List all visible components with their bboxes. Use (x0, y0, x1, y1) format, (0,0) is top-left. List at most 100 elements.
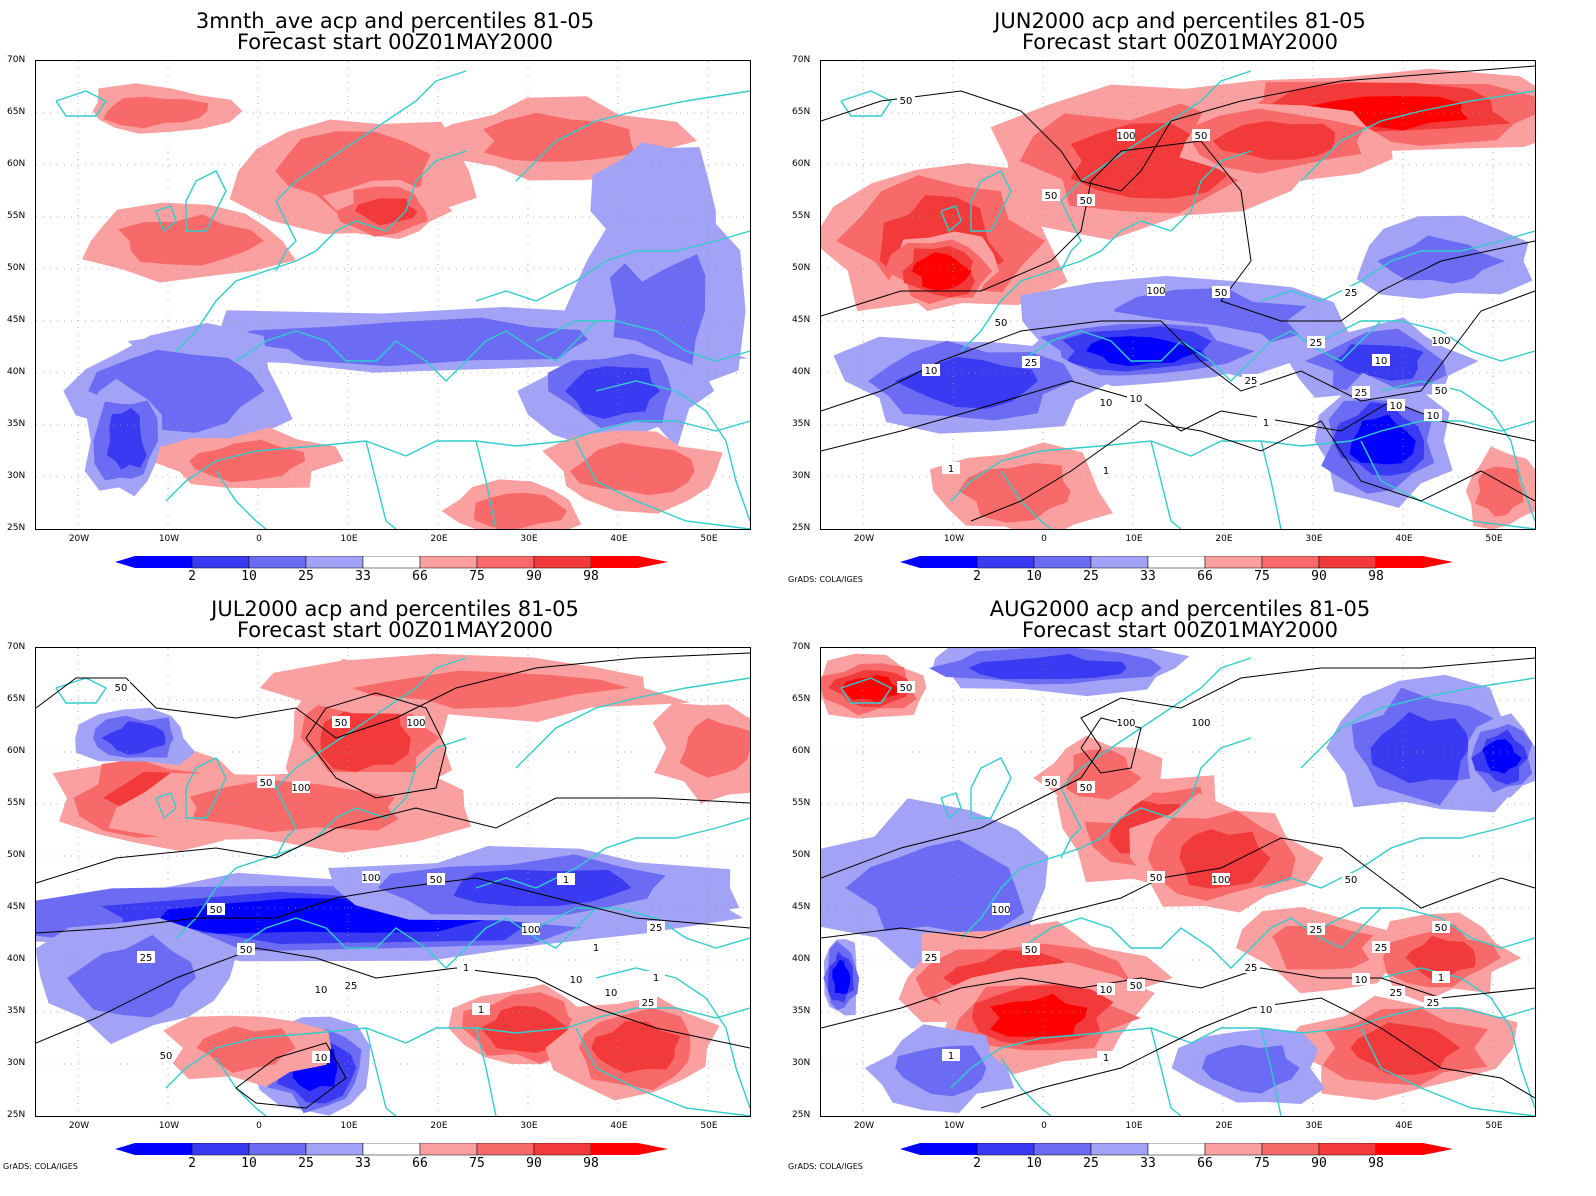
lon-label: 0 (1041, 534, 1047, 544)
lat-label: 40N (7, 367, 26, 377)
panel-title-line1: 3mnth_ave acp and percentiles 81-05 (195, 9, 595, 33)
colorbar-label: 90 (1311, 569, 1327, 584)
lat-label: 30N (792, 471, 811, 481)
lat-label: 45N (792, 902, 811, 912)
lon-label: 40E (610, 534, 628, 544)
coastline (535, 320, 750, 362)
lat-label: 50N (7, 263, 26, 273)
colorbar-label: 10 (1026, 1156, 1042, 1171)
contour-label: 25 (1355, 388, 1368, 399)
contour-label: 25 (140, 953, 153, 964)
colorbar-label: 10 (1026, 569, 1042, 584)
contour-line (1080, 717, 1142, 774)
colorbar-segment (533, 1143, 592, 1156)
grads-credit: GrADS: COLA/IGES (788, 575, 863, 584)
lat-label: 60N (7, 746, 26, 756)
contour-label-bg (942, 462, 960, 474)
lat-label: 55N (792, 798, 811, 808)
contour-label-bg (1242, 961, 1260, 973)
contour-label-bg (992, 903, 1010, 915)
coastline (235, 907, 597, 969)
coastline (515, 90, 750, 182)
contour-label: 50 (1150, 873, 1163, 884)
map-canvas: 50 50 100 50 100 100 50 50 50 25 100 25 10 1 10 1 10 50 25… (36, 648, 750, 1116)
percentile-shading (227, 317, 604, 367)
lat-label: 40N (7, 954, 26, 964)
coastline (1360, 1027, 1535, 1116)
lon-label: 20W (853, 534, 875, 544)
panel-title-line2: Forecast start 00Z01MAY2000 (236, 618, 554, 642)
coastline (165, 420, 750, 502)
lat-label: 65N (792, 107, 811, 117)
contour-label: 10 (315, 1053, 328, 1064)
contour-label: 25 (925, 953, 938, 964)
panel-title-line2: Forecast start 00Z01MAY2000 (1021, 30, 1339, 54)
colorbar-segment (591, 1143, 668, 1155)
coastline (970, 757, 1012, 819)
lon-label: 50E (700, 534, 718, 544)
colorbar (115, 556, 668, 569)
contour-label: 50 (900, 96, 913, 107)
map-frame: 50 50 100 50 100 100 50 50 50 25 100 25 10 1 10 1 10 50 25… (35, 647, 751, 1117)
panel-title-line1: AUG2000 acp and percentiles 81-05 (989, 597, 1371, 621)
contour-label: 50 (1195, 131, 1208, 142)
contour-label-bg (207, 903, 225, 915)
panel-jul: JUL2000 acp and percentiles 81-05 Foreca… (0, 588, 790, 1178)
coastline (365, 1027, 397, 1116)
colorbar-label: 2 (188, 569, 196, 584)
colorbar-label: 66 (412, 569, 428, 584)
colorbar-segment (591, 556, 668, 568)
colorbar-label: 25 (1083, 569, 1099, 584)
coastline (535, 907, 750, 949)
colorbar-segment (1090, 556, 1149, 569)
percentile-shading (895, 1045, 987, 1097)
panel-3mnth: 3mnth_ave acp and percentiles 81-05 Fore… (0, 0, 790, 590)
coastline (475, 817, 750, 889)
lat-label: 60N (792, 746, 811, 756)
colorbar-label: 90 (1311, 1156, 1327, 1171)
colorbar-label: 98 (583, 569, 599, 584)
colorbar-segment (476, 1143, 535, 1156)
colorbar-label: 90 (526, 569, 542, 584)
contour-label-bg (1387, 399, 1405, 411)
grads-credit: GrADS: COLA/IGES (3, 1162, 78, 1171)
coastline (1260, 817, 1535, 889)
contour-label: 50 (1345, 875, 1358, 886)
contour-label: 100 (1116, 131, 1135, 142)
percentile-shading (590, 142, 717, 282)
contour-label: 50 (335, 718, 348, 729)
contour-label: 50 (1435, 923, 1448, 934)
contour-label-bg (897, 681, 915, 693)
contour-label-bg (1424, 996, 1442, 1008)
colorbar-segment (419, 556, 478, 569)
coastline (1020, 907, 1382, 969)
lon-label: 10W (158, 534, 180, 544)
contour-label: 100 (361, 873, 380, 884)
contour-label-bg (1022, 356, 1040, 368)
colorbar (900, 1143, 1453, 1156)
contour-label: 10 (1260, 1005, 1273, 1016)
contour-label-bg (1307, 923, 1325, 935)
lat-label: 50N (7, 850, 26, 860)
lon-label: 10E (1125, 534, 1143, 544)
map-canvas: 50 100 100 50 50 50 100 100 50 25 25 50 10 25 25 10 1 1 25… (821, 648, 1535, 1116)
contour-label-bg (1432, 971, 1450, 983)
contour-label-bg (639, 996, 657, 1008)
contour-label: 100 (521, 925, 540, 936)
contour-label-bg (1042, 776, 1060, 788)
coastline (960, 737, 1252, 939)
contour-label: 25 (345, 981, 358, 992)
lat-label: 55N (7, 211, 26, 221)
contour-label: 25 (1375, 943, 1388, 954)
colorbar-label: 75 (1254, 569, 1270, 584)
contour-label: 50 (160, 1051, 173, 1062)
percentile-shading (1474, 466, 1524, 517)
colorbar-segment (362, 1143, 421, 1156)
contour-label: 1 (1103, 466, 1109, 477)
lon-label: 10E (340, 534, 358, 544)
contour-label-bg (1307, 336, 1325, 348)
panel-title-line2: Forecast start 00Z01MAY2000 (236, 30, 554, 54)
panel-title-line1: JUN2000 acp and percentiles 81-05 (994, 9, 1366, 33)
contour-label-bg (647, 971, 665, 983)
contour-label: 50 (1025, 945, 1038, 956)
